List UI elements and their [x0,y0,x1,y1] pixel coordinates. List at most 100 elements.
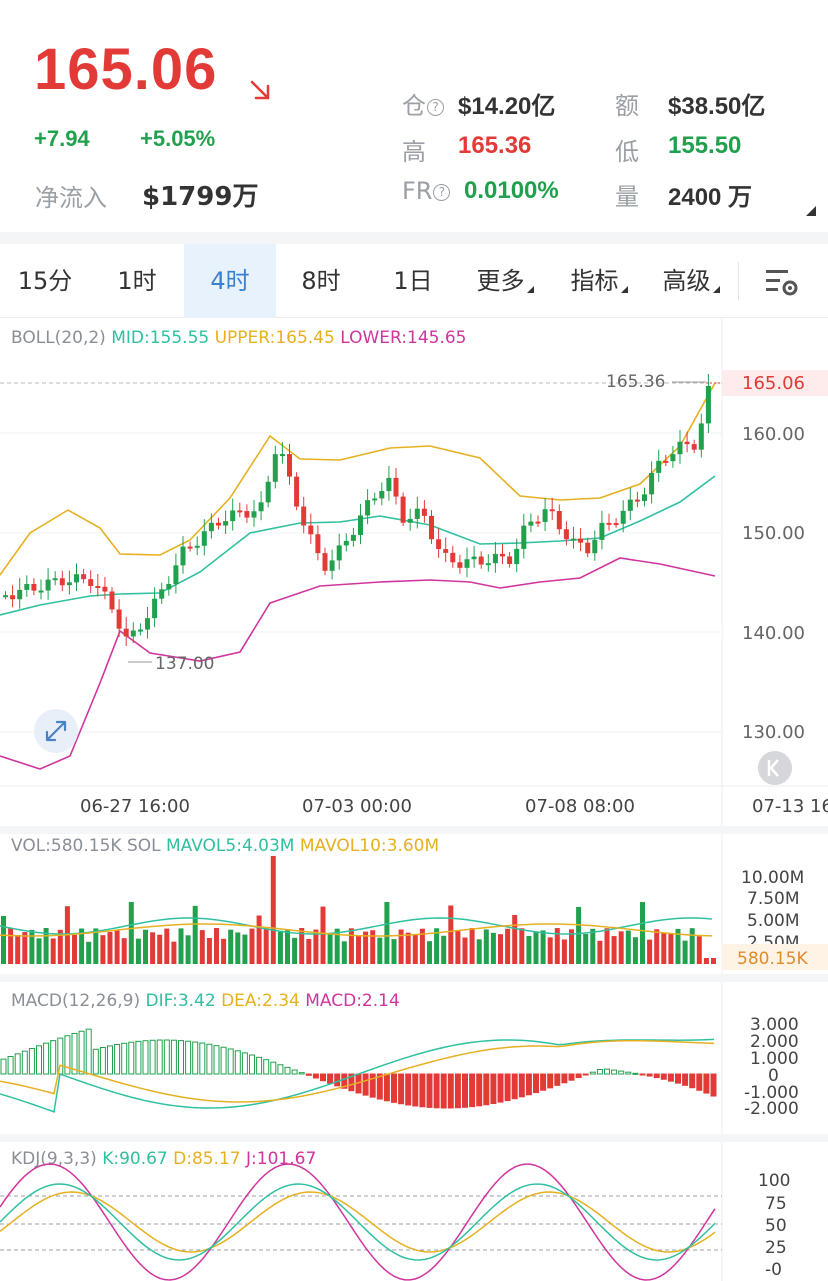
volume-bar [143,929,148,964]
candle-body [436,539,442,550]
y-tick: 3.000 [750,1015,799,1035]
candle-body [45,579,51,591]
candle-body [38,590,44,593]
candle-body [265,481,271,503]
price-chart[interactable]: 165.36 137.00 165.06 160.00 150.00 140.0… [0,318,828,826]
macd-dif: DIF:3.42 [145,991,216,1011]
kdj-chart[interactable]: 100 75 50 25 -0 [0,1142,828,1281]
y-tick: -0 [765,1260,782,1280]
oi-label[interactable]: 仓? [402,86,444,121]
volume-bar [526,935,532,964]
fr-label[interactable]: FR? [402,177,451,205]
candle-body [59,578,65,586]
volume-label: 量 [615,183,639,211]
volume-bar [412,934,418,964]
skip-back-icon[interactable] [758,751,792,785]
macd-bar [192,1041,199,1075]
volume-bar [703,958,709,964]
macd-bar [36,1045,42,1075]
candle-body [478,556,484,565]
volume-bar [583,934,589,964]
macd-bar [447,1073,454,1109]
volume-bar [611,936,617,964]
boll-name: BOLL(20,2) [11,328,106,348]
volume-bar [512,914,518,964]
high-marker: 165.36 [606,372,665,392]
y-tick: 160.00 [742,424,805,445]
volume-bar [490,932,496,964]
volume-bar [100,935,106,964]
candle-body [223,521,229,526]
tab-4h[interactable]: 4时 [184,244,276,318]
candle-body [705,385,711,424]
volume-bar [540,930,546,964]
volume-bar [363,931,369,964]
macd-bar [646,1073,653,1077]
volume-bar [618,931,624,964]
help-icon[interactable]: ? [427,98,444,116]
macd-bar [483,1073,490,1106]
volume-bar [341,941,347,964]
macd-bar [185,1040,192,1075]
panel-divider [0,974,828,982]
volume-bar [405,932,411,964]
tab-8h[interactable]: 8时 [301,267,341,295]
expand-stats-icon[interactable] [806,206,816,216]
macd-bar [376,1073,383,1100]
volume-bar [696,936,702,964]
volume-bar [576,906,582,964]
candle-body [187,546,193,549]
macd-bar [249,1054,255,1075]
macd-bar [667,1073,674,1082]
tab-1h[interactable]: 1时 [117,267,157,295]
dropdown-caret-icon [526,286,534,293]
y-tick: 130.00 [742,722,805,743]
kdj-legend: KDJ(9,3,3) K:90.67 D:85.17 J:101.67 [11,1149,316,1169]
macd-bar [234,1050,241,1075]
macd-chart[interactable]: 3.000 2.000 1.000 0 -1.000 -2.000 [0,982,828,1134]
macd-bar [149,1039,156,1075]
kdj-d: D:85.17 [173,1149,241,1169]
last-price-tag-bg [722,370,828,396]
chart-settings-icon[interactable] [764,266,800,298]
help-icon[interactable]: ? [433,183,451,201]
macd-bar [412,1073,419,1107]
volume-bar [192,905,198,964]
volume-bar [711,958,716,964]
tab-1d[interactable]: 1日 [393,267,433,295]
tab-advanced[interactable]: 高级 [648,244,734,318]
macd-bar [128,1041,135,1075]
volume-bar [164,928,170,964]
fr-value: 0.0100% [464,177,559,204]
tab-indicators[interactable]: 指标 [556,244,642,318]
volume-bar [455,930,461,964]
y-tick: 10.00M [741,868,804,888]
boll-lower: LOWER:145.65 [340,328,467,348]
macd-bar [334,1073,341,1087]
trend-down-arrow-icon [250,80,270,100]
candle-body [258,502,264,512]
tab-15m[interactable]: 15分 [17,267,73,295]
candle-body [208,522,214,532]
volume-bar [206,937,212,964]
macd-value: MACD:2.14 [305,991,400,1011]
tab-more[interactable]: 更多 [462,244,548,318]
candle-body [606,522,612,525]
macd-bar [660,1073,667,1080]
volume-bar [462,937,468,964]
volume-bar [356,935,361,964]
volume-bar [86,941,92,964]
candle-body [74,574,79,583]
boll-mid-line [0,475,716,616]
volume-chart[interactable]: 10.00M 7.50M 5.00M 2.50M 580.15K [0,834,828,974]
volume-bar [554,928,560,964]
expand-arrows-icon[interactable] [34,709,78,753]
candle-body [31,583,37,591]
vol-tag-bg [722,944,828,970]
macd-bar [7,1055,14,1075]
macd-bar [156,1039,163,1075]
candle-body [17,589,23,600]
volume-bar [79,928,85,964]
y-tick: 50 [765,1216,787,1236]
panel-divider [0,1134,828,1142]
